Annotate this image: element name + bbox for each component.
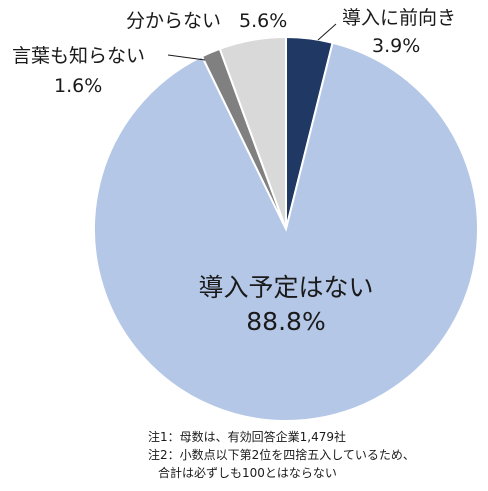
footnotes: 注1：母数は、有効回答企業1,479社 注2：小数点以下第2位を四捨五入している… xyxy=(148,428,478,482)
footnote-2-line-1: 注2：小数点以下第2位を四捨五入しているため、 xyxy=(148,448,415,462)
slice-value-unknown-word: 1.6% xyxy=(54,75,102,97)
leader-line-positive xyxy=(317,23,337,41)
slice-value-unknown: 5.6% xyxy=(239,10,287,32)
slice-label-unknown: 分からない xyxy=(126,10,221,32)
footnote-1: 注1：母数は、有効回答企業1,479社 xyxy=(148,430,346,444)
footnote-2-line-2: 合計は必ずしも100とはならない xyxy=(158,466,337,480)
pie-slice-unknown xyxy=(218,35,287,230)
slice-value-no-plan: 88.8% xyxy=(246,307,325,336)
pie-slice-no-plan xyxy=(93,41,479,422)
slice-label-unknown-word: 言葉も知らない xyxy=(12,45,145,67)
slice-value-positive: 3.9% xyxy=(372,35,420,57)
pie-slices xyxy=(93,35,479,422)
slice-label-positive: 導入に前向き xyxy=(342,7,456,29)
slice-label-no-plan: 導入予定はない xyxy=(198,273,373,302)
leader-line-unknown-word xyxy=(167,54,206,61)
